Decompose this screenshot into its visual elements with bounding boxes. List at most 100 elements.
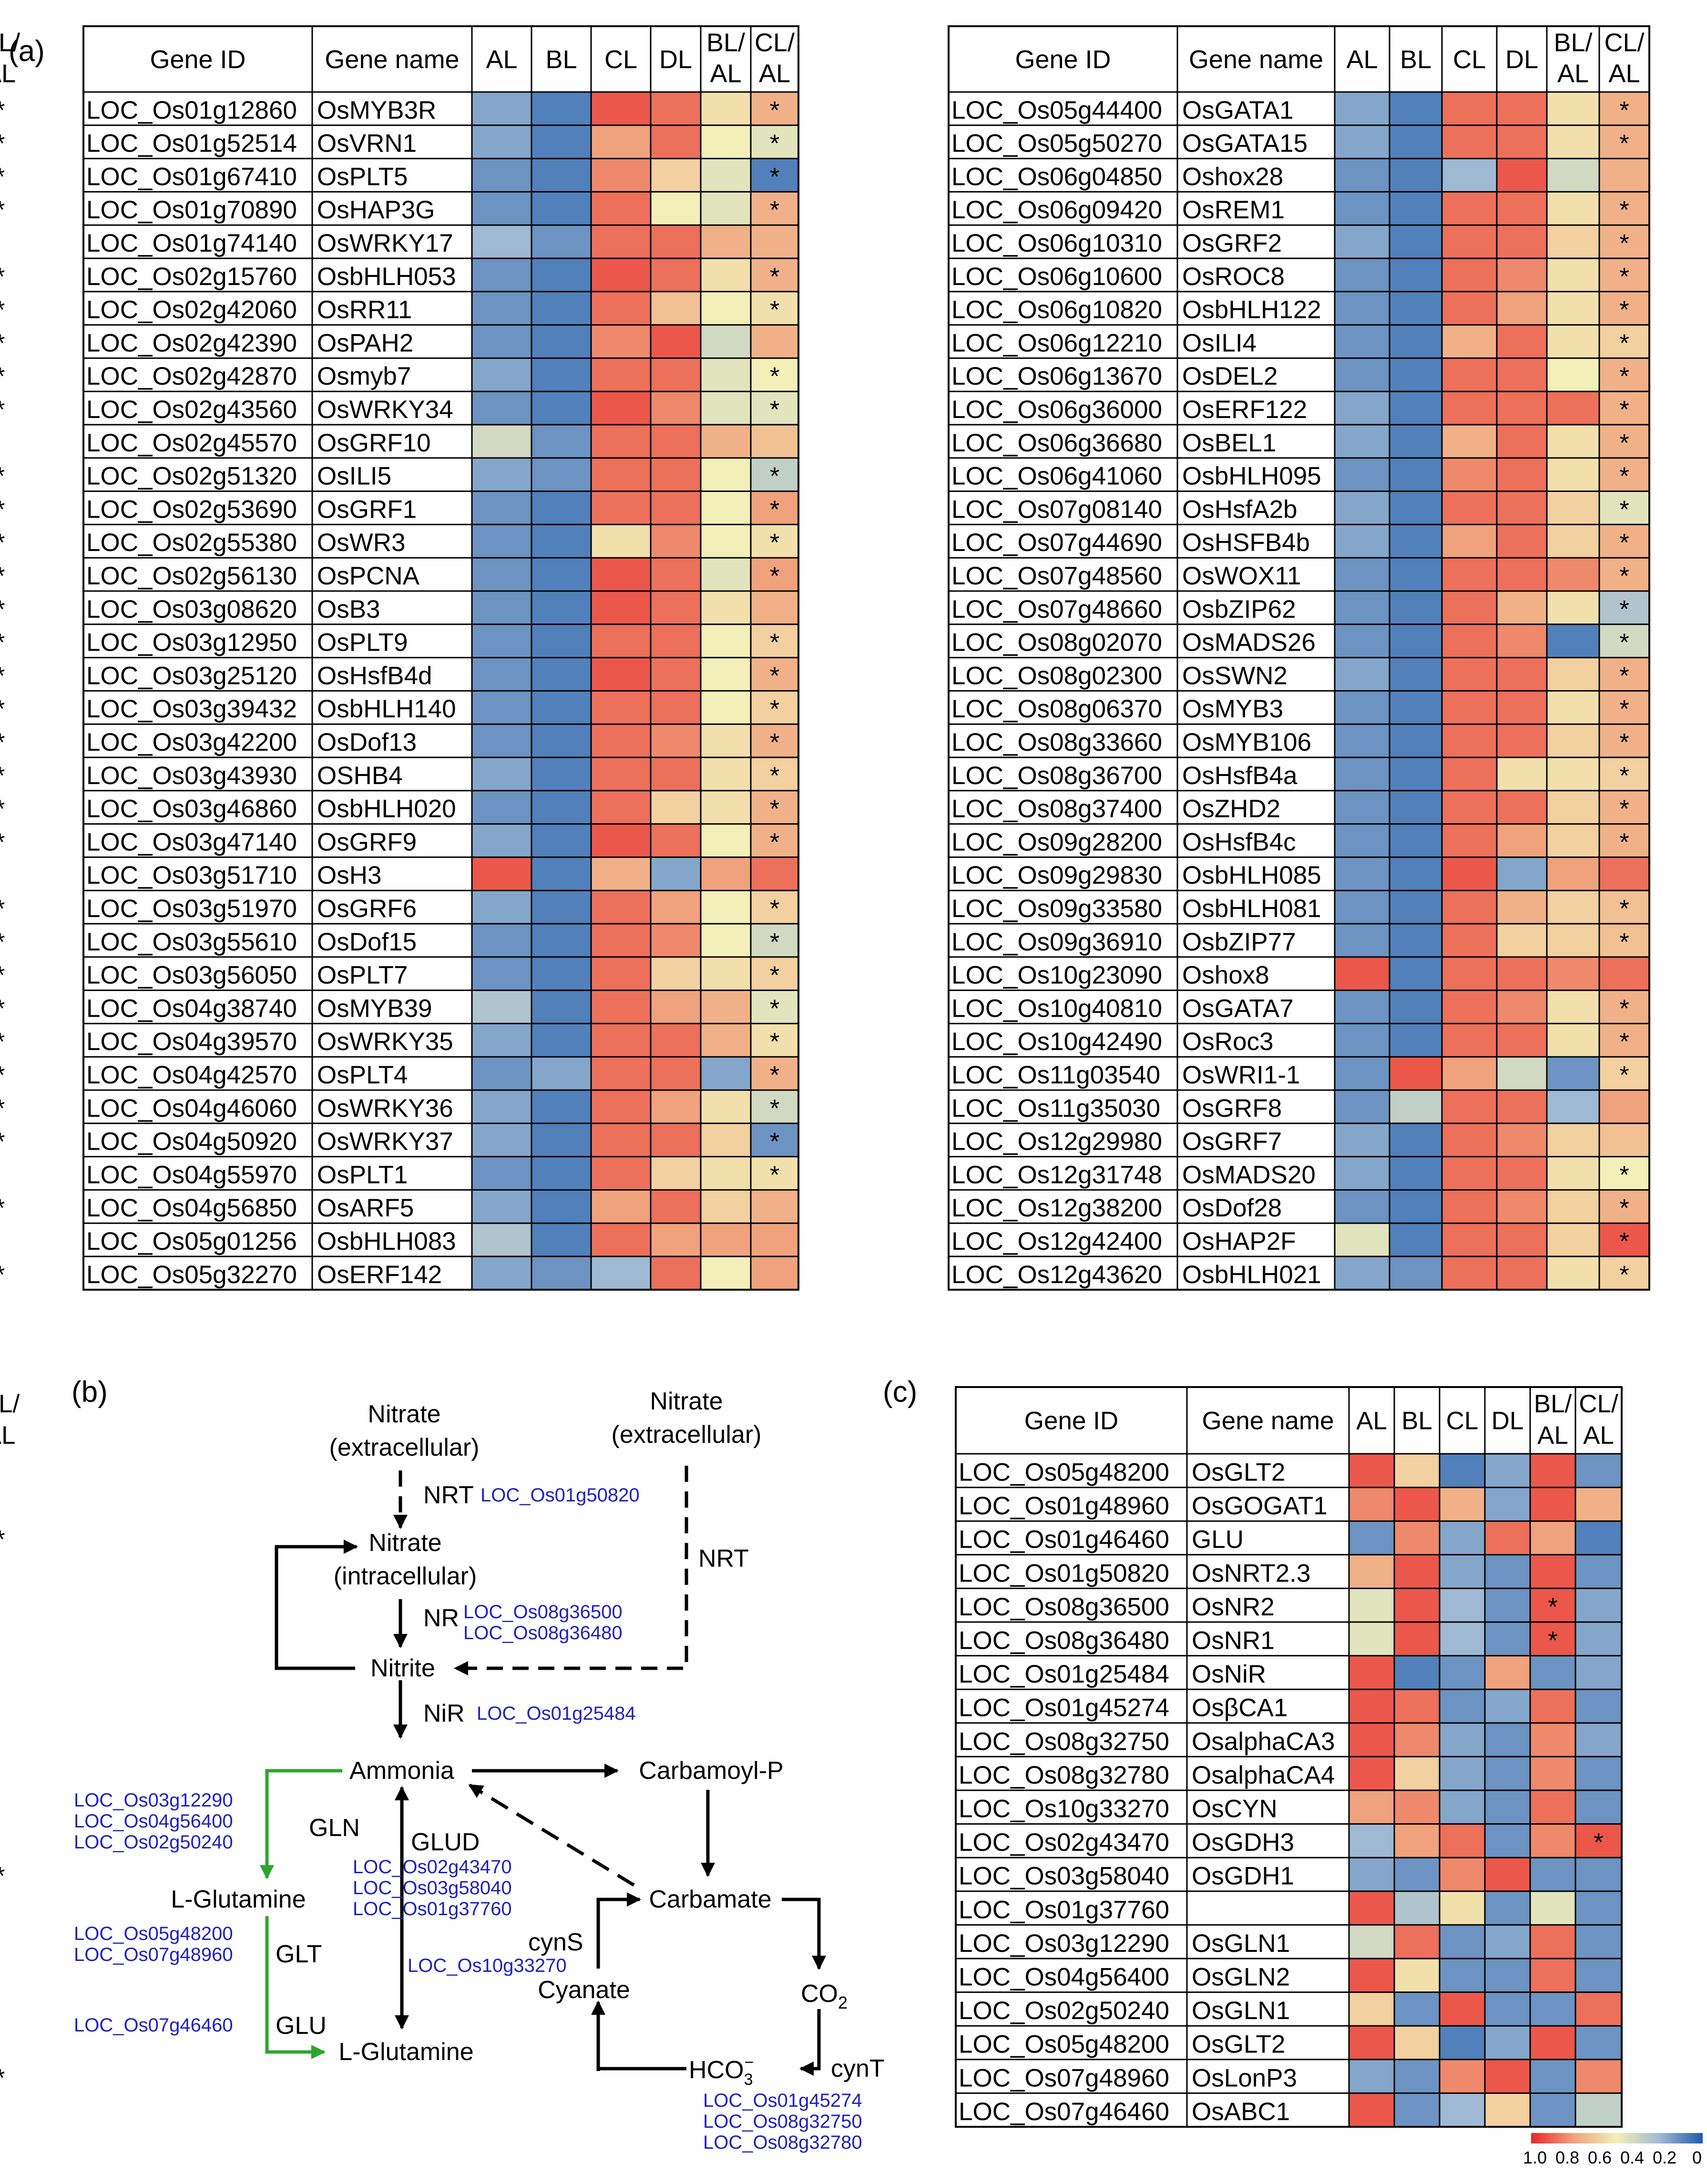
heatmap-a-right-cell <box>1442 957 1497 990</box>
heatmap-a-right-significance-star: * <box>1619 296 1629 324</box>
heatmap-a-right-gene-name: Oshox28 <box>1182 163 1283 191</box>
heatmap-a-right-gene-name: OsILI4 <box>1182 329 1257 357</box>
heatmap-a-left-cell <box>651 125 701 159</box>
colorbar-tick-label: 0.4 <box>1620 2148 1644 2167</box>
heatmap-a-left-gene-id: LOC_Os01g74140 <box>86 229 297 257</box>
heatmap-a-left-cell <box>651 258 701 292</box>
heatmap-a-right-significance-star: * <box>0 1128 5 1156</box>
heatmap-c-cell <box>1349 1891 1394 1925</box>
heatmap-a-right-cell <box>1390 724 1442 757</box>
heatmap-a-left-cell <box>701 1223 751 1256</box>
heatmap-a-left-cell <box>651 458 701 491</box>
heatmap-a-left-cell <box>651 691 701 725</box>
heatmap-a-right-cell <box>1390 92 1442 125</box>
heatmap-a-left-cell <box>701 291 751 325</box>
heatmap-c-cell <box>1440 1487 1485 1521</box>
heatmap-a-right-cell <box>1335 92 1390 125</box>
heatmap-c-cell <box>1485 1723 1530 1757</box>
heatmap-a-left-cell <box>591 890 651 924</box>
heatmap-a-left-cell <box>651 790 701 824</box>
heatmap-a-left-significance-star: * <box>770 496 779 523</box>
heatmap-c-gene-name: GLU <box>1192 1526 1244 1554</box>
heatmap-a-left-cell <box>532 924 591 957</box>
heatmap-a-left-cell <box>701 125 751 159</box>
heatmap-c-cell <box>1440 1992 1485 2026</box>
heatmap-c-header-0: Gene ID <box>1024 1407 1118 1435</box>
glu-gene: LOC_Os07g46460 <box>74 2015 233 2036</box>
heatmap-a-right-cell <box>1547 524 1599 558</box>
heatmap-c-cell <box>1349 1622 1394 1656</box>
heatmap-a-right-cell <box>1599 824 1649 857</box>
heatmap-a-left-significance-star: * <box>770 130 779 158</box>
heatmap-a-right-significance-star: * <box>1619 496 1629 523</box>
heatmap-a-left-cell <box>651 1256 701 1290</box>
ammonia-label: Ammonia <box>349 1757 454 1785</box>
heatmap-a-left-cell <box>591 990 651 1024</box>
heatmap-a-right-significance-star: * <box>1619 762 1629 790</box>
heatmap-a-left-cell <box>591 624 651 658</box>
heatmap-a-left-gene-name: OsbHLH083 <box>317 1227 456 1255</box>
heatmap-a-left-gene-name: OsPLT7 <box>317 961 408 990</box>
heatmap-c-cell <box>1394 1487 1440 1521</box>
heatmap-c-cell <box>1440 1959 1485 1992</box>
gln-arrow <box>260 1769 342 1879</box>
heatmap-c-cell <box>1349 1588 1394 1622</box>
heatmap-a-left-significance-star: * <box>0 130 5 158</box>
heatmap-a-left-cell <box>651 1223 701 1256</box>
heatmap-a-left-significance-star: * <box>770 196 779 224</box>
heatmap-a-right-gene-id: LOC_Os06g36680 <box>951 429 1162 457</box>
heatmap-a-right-cell <box>1442 657 1497 691</box>
heatmap-a-left-cell <box>472 425 532 458</box>
heatmap-a-left-gene-id: LOC_Os02g51320 <box>86 462 297 490</box>
heatmap-a-left-cell <box>701 824 751 857</box>
heatmap-a-right-cell <box>1599 92 1649 125</box>
heatmap-a-right-cell <box>1497 1223 1547 1256</box>
heatmap-a-left-gene-id: LOC_Os02g15760 <box>86 263 297 291</box>
heatmap-a-left-cell <box>472 990 532 1024</box>
heatmap-a-right-significance-star: * <box>1619 995 1629 1022</box>
hco3-label: HCO3− <box>689 2053 754 2089</box>
heatmap-a-left-cell <box>532 325 591 358</box>
heatmap-c-header-3: BL <box>1401 1407 1432 1435</box>
heatmap-a-right-gene-id: LOC_Os08g02300 <box>951 662 1162 690</box>
heatmap-a-right-cell <box>1390 790 1442 824</box>
heatmap-a-left-cell <box>701 1190 751 1224</box>
heatmap-c-gene-id: LOC_Os07g48960 <box>959 2064 1169 2092</box>
heatmap-c-significance-star: * <box>0 1862 5 1890</box>
heatmap-a-right-cell <box>1390 757 1442 791</box>
heatmap-a-left-cell <box>591 591 651 624</box>
heatmap-c-cell <box>1530 1454 1575 1488</box>
heatmap-a-left-cell <box>701 724 751 757</box>
heatmap-a-right-header-4: CL <box>1453 45 1486 74</box>
heatmap-a-right-gene-name: OsGATA7 <box>1182 994 1294 1022</box>
heatmap-c-cell <box>1349 1790 1394 1824</box>
heatmap-c-cell <box>1530 1723 1575 1757</box>
heatmap-a-left-cell <box>591 92 651 125</box>
heatmap-c-cell <box>1575 1824 1622 1858</box>
heatmap-a-right-gene-id: LOC_Os12g38200 <box>951 1194 1162 1222</box>
heatmap-a-right-cell <box>1442 1090 1497 1123</box>
heatmap-c-cell <box>1575 1689 1622 1723</box>
heatmap-a-right-cell <box>1335 1223 1390 1256</box>
heatmap-a-left-cell <box>591 258 651 292</box>
heatmap-a-left-cell <box>472 691 532 725</box>
heatmap-a-right-cell <box>1442 724 1497 757</box>
heatmap-a-left-gene-name: OsMYB39 <box>317 994 432 1022</box>
heatmap-a-left-cell <box>751 1057 798 1090</box>
heatmap-c-gene-id: LOC_Os03g12290 <box>959 1929 1169 1958</box>
heatmap-c-cell <box>1394 1891 1440 1925</box>
heatmap-a-right-cell <box>1335 524 1390 558</box>
heatmap-a-right-cell <box>1390 258 1442 292</box>
heatmap-a-right-cell <box>1390 591 1442 624</box>
heatmap-a-right-cell <box>1442 1223 1497 1256</box>
heatmap-a-right-cell <box>1497 258 1547 292</box>
heatmap-a-left-cell <box>591 724 651 757</box>
heatmap-a-right-cell <box>1547 92 1599 125</box>
nrt-arrow-2 <box>454 1466 688 1675</box>
heatmap-c-gene-id: LOC_Os08g32750 <box>959 1727 1169 1755</box>
heatmap-a-left-significance-star: * <box>0 329 5 357</box>
heatmap-a-left-significance-star: * <box>0 762 5 790</box>
heatmap-a-left-cell <box>701 890 751 924</box>
heatmap-c-gene-name: OsGLN1 <box>1192 1929 1290 1958</box>
heatmap-a-left-gene-name: OsWRKY34 <box>317 396 453 424</box>
